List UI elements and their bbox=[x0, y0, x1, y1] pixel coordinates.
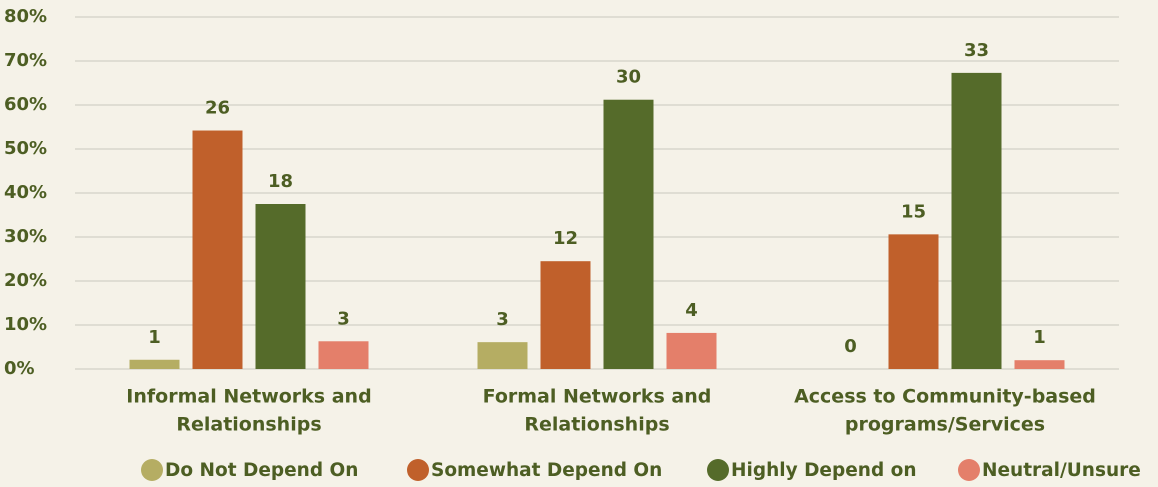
bar bbox=[1014, 360, 1065, 369]
legend-marker bbox=[407, 459, 429, 481]
bar bbox=[129, 359, 180, 369]
legend-marker bbox=[141, 459, 163, 481]
data-label: 30 bbox=[616, 67, 641, 88]
data-label: 0 bbox=[844, 336, 857, 357]
bar bbox=[477, 342, 528, 369]
y-tick-label: 30% bbox=[4, 226, 47, 247]
bar bbox=[888, 234, 939, 369]
bar bbox=[603, 99, 654, 369]
x-tick-label: Relationships bbox=[524, 414, 669, 436]
data-label: 4 bbox=[685, 300, 698, 321]
legend-label: Do Not Depend On bbox=[165, 460, 358, 481]
legend-label: Highly Depend on bbox=[731, 460, 917, 481]
y-tick-label: 60% bbox=[4, 94, 47, 115]
data-label: 15 bbox=[901, 201, 926, 222]
bar bbox=[255, 204, 306, 369]
y-tick-label: 80% bbox=[4, 6, 47, 27]
data-label: 3 bbox=[337, 308, 350, 329]
bar bbox=[666, 332, 717, 369]
data-label: 12 bbox=[553, 228, 578, 249]
data-label: 1 bbox=[1033, 327, 1046, 348]
y-tick-label: 10% bbox=[4, 314, 47, 335]
data-label: 33 bbox=[964, 40, 989, 61]
legend-marker bbox=[707, 459, 729, 481]
y-tick-label: 40% bbox=[4, 182, 47, 203]
x-tick-label: Access to Community-based bbox=[794, 386, 1096, 408]
data-label: 18 bbox=[268, 171, 293, 192]
x-tick-label: Informal Networks and bbox=[126, 386, 371, 408]
x-tick-label: Relationships bbox=[176, 414, 321, 436]
legend-marker bbox=[958, 459, 980, 481]
data-label: 3 bbox=[496, 309, 509, 330]
legend-label: Neutral/Unsure bbox=[982, 460, 1141, 481]
bar bbox=[192, 130, 243, 369]
bar bbox=[951, 72, 1002, 369]
legend-label: Somewhat Depend On bbox=[431, 460, 662, 481]
x-tick-label: programs/Services bbox=[845, 414, 1045, 436]
bar bbox=[540, 261, 591, 369]
y-tick-label: 20% bbox=[4, 270, 47, 291]
data-label: 26 bbox=[205, 98, 230, 119]
x-tick-label: Formal Networks and bbox=[483, 386, 712, 408]
y-tick-label: 50% bbox=[4, 138, 47, 159]
y-tick-label: 70% bbox=[4, 50, 47, 71]
bar bbox=[318, 341, 369, 369]
data-label: 1 bbox=[148, 327, 161, 348]
y-tick-label: 0% bbox=[4, 358, 35, 379]
